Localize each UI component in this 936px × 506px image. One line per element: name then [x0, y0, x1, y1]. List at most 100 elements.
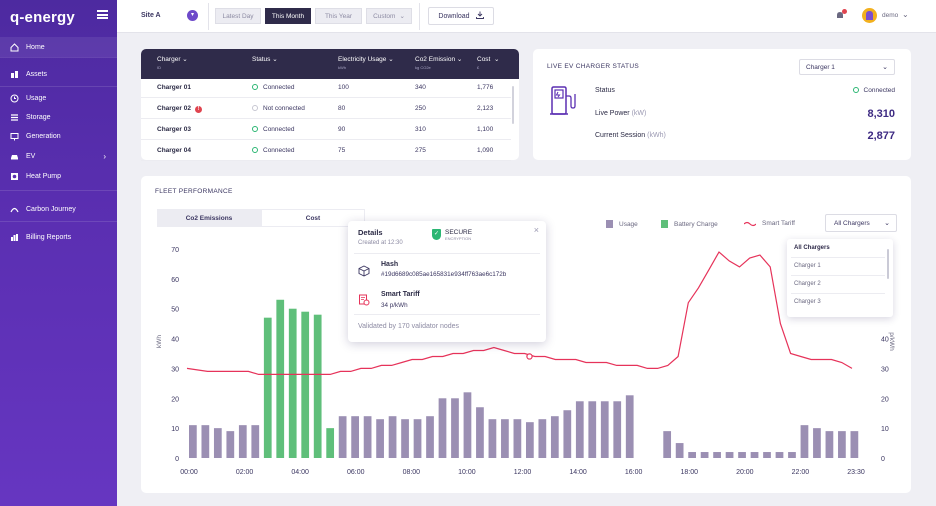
y-tick-label: 60: [171, 277, 179, 284]
usage-bar: [513, 419, 522, 458]
table-row[interactable]: Charger 01 Connected 100 340 1,776: [141, 77, 511, 98]
sidebar-divider: [0, 57, 117, 58]
x-tick-label: 12:00: [514, 469, 532, 476]
battery-bar: [276, 299, 285, 458]
y-tick-label: 10: [171, 426, 179, 433]
sidebar-item-storage[interactable]: Storage: [0, 107, 117, 127]
sidebar-item-assets[interactable]: Assets: [0, 64, 117, 84]
billing-reports-icon: [10, 233, 19, 242]
divider: [791, 293, 885, 294]
sidebar-item-heat-pump[interactable]: Heat Pump: [0, 166, 117, 186]
chevron-down-icon: ⌄: [399, 13, 405, 20]
status-badge: Connected: [252, 84, 294, 91]
usage-bar: [189, 425, 197, 458]
charger-name: Charger 02!: [157, 105, 202, 113]
usage-bar: [725, 452, 734, 458]
table-row[interactable]: Charger 04 Connected 75 275 1,090: [141, 140, 511, 161]
usage-bar: [213, 428, 222, 458]
range-this-year-button[interactable]: This Year: [315, 8, 362, 24]
notification-bell-icon[interactable]: [835, 10, 845, 24]
sidebar-item-label: Storage: [26, 113, 51, 121]
usage-bar: [338, 416, 347, 458]
status-badge: Not connected: [252, 105, 305, 112]
usage-bar: [575, 401, 584, 458]
y2-tick-label: 30: [881, 366, 889, 373]
usage-bar: [675, 443, 684, 458]
sidebar-item-generation[interactable]: Generation: [0, 126, 117, 146]
usage-value: 80: [338, 105, 346, 112]
table-row[interactable]: Charger 03 Connected 90 310 1,100: [141, 119, 511, 140]
usage-bar: [825, 431, 834, 458]
usage-bar: [613, 401, 622, 458]
legend-swatch: [661, 220, 668, 228]
co2-value: 340: [415, 84, 426, 91]
usage-bar: [351, 416, 359, 458]
chevron-down-icon[interactable]: ⌄: [902, 10, 909, 19]
usage-bar: [813, 428, 821, 458]
assets-icon: [10, 70, 19, 79]
cost-value: 2,123: [477, 105, 494, 112]
table-scrollbar[interactable]: [512, 86, 514, 124]
usage-bar: [226, 431, 235, 458]
hamburger-menu-icon[interactable]: [97, 10, 108, 19]
charger-select[interactable]: Charger 1 ⌄: [799, 59, 895, 75]
column-header-co2-emission[interactable]: Co2 Emission ⌄ kg CO2e: [415, 56, 463, 70]
usage-bar: [201, 425, 210, 458]
secure-badge: ✓ SECURE ENCRYPTION: [432, 229, 473, 241]
y-tick-label: 20: [171, 396, 179, 403]
sidebar-item-ev[interactable]: EV ›: [0, 146, 117, 166]
column-header-cost[interactable]: Cost ⌄ £: [477, 56, 500, 70]
legend-battery-charge[interactable]: Battery Charge: [661, 220, 718, 228]
sidebar-item-label: Assets: [26, 70, 48, 78]
range-this-month-button[interactable]: This Month: [265, 8, 311, 24]
column-header-status[interactable]: Status ⌄: [252, 56, 278, 63]
avatar[interactable]: [862, 8, 877, 23]
top-bar: Site A ▾ Latest Day This Month This Year…: [117, 0, 936, 33]
site-dropdown-icon[interactable]: ▾: [187, 10, 198, 21]
site-label[interactable]: Site A: [141, 12, 161, 19]
dropdown-item-charger-3[interactable]: Charger 3: [794, 299, 821, 305]
usage-bar: [476, 407, 484, 458]
column-header-electricity-usage[interactable]: Electricity Usage ⌄ kWh: [338, 56, 394, 70]
y-tick-label: 40: [171, 337, 179, 344]
usage-bar: [376, 419, 384, 458]
range-custom-button[interactable]: Custom ⌄: [366, 8, 412, 24]
chevron-down-icon: ⌄: [882, 64, 888, 71]
co2-value: 310: [415, 126, 426, 133]
dropdown-item-all-chargers[interactable]: All Chargers: [794, 245, 830, 251]
charger-name: Charger 01: [157, 84, 191, 91]
usage-bar: [688, 452, 696, 458]
divider: [419, 3, 420, 30]
column-header-charger[interactable]: Charger ⌄ ID: [157, 56, 188, 70]
range-latest-day-button[interactable]: Latest Day: [215, 8, 261, 24]
dropdown-item-charger-1[interactable]: Charger 1: [794, 263, 821, 269]
legend-usage[interactable]: Usage: [606, 220, 638, 228]
usage-bar: [363, 416, 372, 458]
notification-badge: [842, 9, 847, 14]
usage-bar: [401, 419, 409, 458]
tooltip-created: Created at 12:30: [358, 240, 403, 246]
table-row[interactable]: Charger 02! Not connected 80 250 2,123: [141, 98, 511, 119]
dropdown-scrollbar[interactable]: [887, 249, 889, 279]
smart-tariff-line: [186, 251, 853, 375]
x-tick-label: 20:00: [736, 469, 754, 476]
sidebar-item-billing-reports[interactable]: Billing Reports: [0, 227, 117, 247]
usage-bar: [738, 452, 746, 458]
close-icon[interactable]: ×: [533, 225, 539, 235]
brand-logo[interactable]: q-energy: [10, 9, 75, 26]
range-custom-label: Custom: [373, 12, 396, 20]
download-button[interactable]: Download: [428, 7, 494, 25]
usage-bar: [800, 425, 809, 458]
x-tick-label: 16:00: [625, 469, 643, 476]
user-name[interactable]: demo: [882, 12, 899, 19]
legend-smart-tariff[interactable]: Smart Tariff: [744, 220, 795, 227]
all-chargers-select[interactable]: All Chargers ⌄: [825, 214, 897, 232]
dropdown-item-charger-2[interactable]: Charger 2: [794, 281, 821, 287]
sidebar-item-usage[interactable]: Usage: [0, 88, 117, 108]
storage-icon: [10, 113, 19, 122]
sidebar-item-home[interactable]: Home: [0, 37, 117, 57]
sidebar-item-label: Heat Pump: [26, 172, 62, 180]
tab-cost[interactable]: Cost: [261, 209, 365, 227]
sidebar-item-carbon-journey[interactable]: Carbon Journey: [0, 199, 117, 219]
tab-co2-emissions[interactable]: Co2 Emissions: [157, 209, 261, 227]
